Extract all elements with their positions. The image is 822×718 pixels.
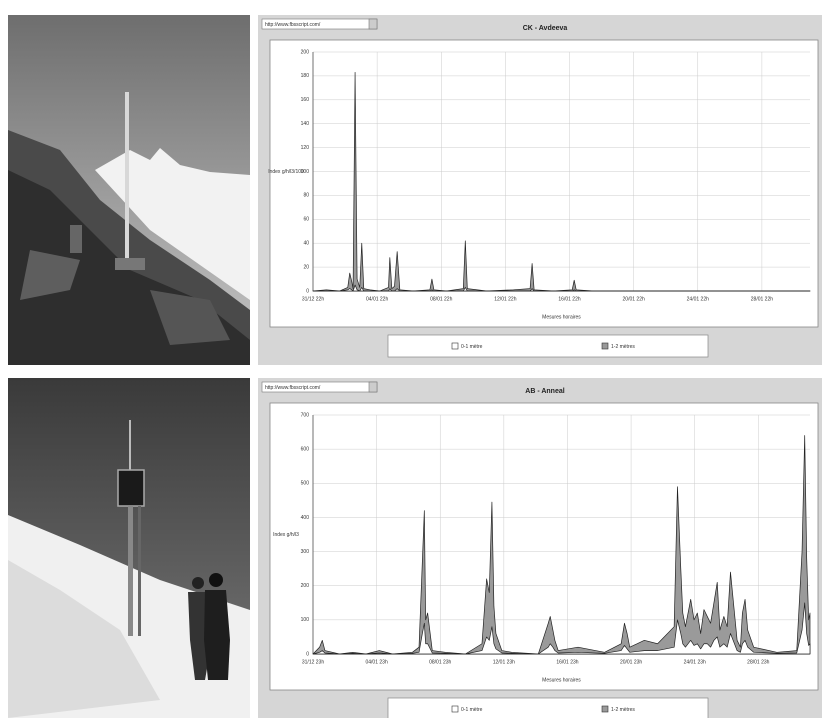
y-tick-label: 700 (301, 412, 310, 418)
chart-panels: http://www.fbsscript.com/CK - Avdeeva 0 20… (258, 15, 822, 718)
url-text: http://www.fbsscript.com/ (265, 385, 321, 391)
x-tick-label: 12/01 22h (494, 296, 516, 302)
legend-label: 0-1 mètre (461, 707, 483, 713)
legend-label: 1-2 mètres (611, 344, 635, 350)
x-tick-label: 24/01 22h (687, 296, 709, 302)
x-tick-label: 31/12 23h (302, 659, 324, 665)
url-text: http://www.fbsscript.com/ (265, 22, 321, 28)
y-tick-label: 40 (303, 241, 309, 247)
url-dropdown (369, 19, 377, 29)
x-axis-label: Mesures horaires (542, 677, 581, 683)
x-tick-label: 20/01 23h (620, 659, 642, 665)
y-tick-label: 160 (301, 97, 310, 103)
legend-label: 1-2 mètres (611, 707, 635, 713)
legend-swatch (452, 706, 458, 712)
legend-box (388, 698, 708, 718)
y-tick-label: 20 (303, 264, 309, 270)
x-tick-label: 31/12 22h (302, 296, 324, 302)
y-tick-label: 600 (301, 446, 310, 452)
legend-swatch (602, 343, 608, 349)
x-tick-label: 12/01 23h (493, 659, 515, 665)
x-tick-label: 08/01 23h (429, 659, 451, 665)
y-tick-label: 140 (301, 121, 310, 127)
y-tick-label: 100 (301, 617, 310, 623)
y-tick-label: 400 (301, 515, 310, 521)
x-tick-label: 24/01 23h (684, 659, 706, 665)
x-axis-label: Mesures horaires (542, 314, 581, 320)
photo-snow-station (8, 378, 250, 718)
legend-swatch (602, 706, 608, 712)
y-tick-label: 120 (301, 145, 310, 151)
x-tick-label: 16/01 22h (558, 296, 580, 302)
y-tick-label: 0 (306, 651, 309, 657)
url-dropdown (369, 382, 377, 392)
y-tick-label: 80 (303, 193, 309, 199)
x-tick-label: 28/01 22h (751, 296, 773, 302)
x-tick-label: 16/01 23h (556, 659, 578, 665)
legend-box (388, 335, 708, 357)
y-tick-label: 180 (301, 73, 310, 79)
x-tick-label: 04/01 22h (366, 296, 388, 302)
photo-mountain-station (8, 15, 250, 365)
y-tick-label: 500 (301, 481, 310, 487)
legend-swatch (452, 343, 458, 349)
figure: http://www.fbsscript.com/CK - Avdeeva 0 20… (0, 0, 822, 718)
legend-label: 0-1 mètre (461, 344, 483, 350)
y-axis-label: Index g/h/l3 (273, 532, 299, 538)
y-tick-label: 0 (306, 288, 309, 294)
page: {"urls": ["http://www.fbsscript.com/", "… (0, 0, 822, 718)
x-tick-label: 04/01 23h (365, 659, 387, 665)
y-tick-label: 60 (303, 217, 309, 223)
y-tick-label: 200 (301, 49, 310, 55)
chart-title: CK - Avdeeva (523, 25, 568, 32)
y-axis-label: Index g/h/l3/100 (268, 169, 304, 175)
x-tick-label: 08/01 22h (430, 296, 452, 302)
chart-title: AB - Anneal (525, 388, 564, 395)
x-tick-label: 20/01 22h (623, 296, 645, 302)
y-tick-label: 300 (301, 549, 310, 555)
y-tick-label: 200 (301, 583, 310, 589)
x-tick-label: 28/01 23h (747, 659, 769, 665)
